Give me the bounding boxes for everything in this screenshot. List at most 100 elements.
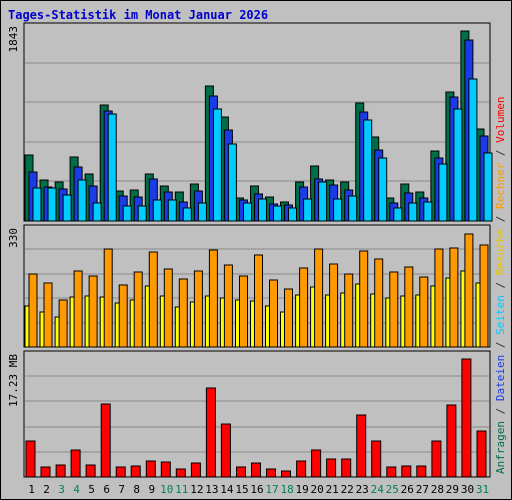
x-tick-label: 16 xyxy=(250,483,263,496)
bar-seiten-day-24 xyxy=(378,157,388,222)
legend-entry: / xyxy=(494,401,507,421)
x-tick-label: 29 xyxy=(446,483,459,496)
bar-rechner-day-30 xyxy=(464,233,474,348)
bar-seiten-day-16 xyxy=(258,198,267,222)
x-tick-label: 4 xyxy=(73,483,80,496)
bar-seiten-day-31 xyxy=(483,152,493,222)
bar-volumen-day-22 xyxy=(341,458,352,478)
bar-volumen-day-3 xyxy=(55,464,66,478)
bar-seiten-day-27 xyxy=(423,201,433,222)
legend-entry: / xyxy=(494,143,507,163)
bar-seiten-day-5 xyxy=(92,202,102,222)
bar-rechner-day-25 xyxy=(389,271,399,348)
legend-entry: Seiten xyxy=(494,295,507,335)
bar-rechner-day-19 xyxy=(299,267,309,348)
x-tick-label: 5 xyxy=(88,483,95,496)
bar-seiten-day-26 xyxy=(408,202,418,222)
x-tick-label: 26 xyxy=(401,483,414,496)
bar-volumen-day-13 xyxy=(205,387,216,478)
bar-rechner-day-11 xyxy=(178,278,188,348)
x-tick-label: 22 xyxy=(341,483,354,496)
x-tick-label: 14 xyxy=(220,483,234,496)
bar-seiten-day-14 xyxy=(227,143,237,222)
x-tick-label: 9 xyxy=(148,483,155,496)
bar-volumen-day-30 xyxy=(461,358,472,478)
bar-rechner-day-10 xyxy=(163,268,173,348)
bar-rechner-day-2 xyxy=(43,282,53,348)
bar-seiten-day-9 xyxy=(152,199,162,222)
bar-rechner-day-6 xyxy=(103,248,113,348)
x-tick-label: 12 xyxy=(190,483,203,496)
panel-volume xyxy=(23,350,491,478)
legend-entry: Dateien xyxy=(494,355,507,401)
x-tick-label: 7 xyxy=(118,483,125,496)
bar-volumen-day-4 xyxy=(70,449,81,478)
bar-seiten-day-22 xyxy=(348,195,358,222)
bar-rechner-day-15 xyxy=(239,275,248,348)
x-tick-label: 24 xyxy=(371,483,385,496)
bar-seiten-day-13 xyxy=(212,108,222,222)
axis-max-label-requests: 1843 xyxy=(7,26,20,53)
bar-volumen-day-11 xyxy=(175,468,186,478)
x-tick-label: 30 xyxy=(461,483,474,496)
bar-seiten-day-23 xyxy=(363,119,373,222)
x-tick-label: 8 xyxy=(133,483,140,496)
bar-volumen-day-7 xyxy=(115,466,126,478)
axis-max-label-visits: 330 xyxy=(7,228,20,248)
legend-entry: / xyxy=(494,275,507,295)
bar-rechner-day-20 xyxy=(314,248,324,348)
bar-rechner-day-12 xyxy=(193,270,203,348)
x-tick-label: 3 xyxy=(58,483,65,496)
bar-rechner-day-1 xyxy=(28,273,38,348)
bar-rechner-day-5 xyxy=(88,275,98,348)
bar-volumen-day-17 xyxy=(266,468,276,478)
bar-seiten-day-30 xyxy=(468,78,478,222)
bar-volumen-day-21 xyxy=(326,458,337,478)
bar-volumen-day-29 xyxy=(446,404,457,478)
bar-rechner-day-14 xyxy=(223,264,233,348)
bar-rechner-day-28 xyxy=(434,248,444,348)
bar-volumen-day-18 xyxy=(281,470,291,478)
bar-seiten-day-10 xyxy=(167,199,177,222)
legend-entry: Besuche xyxy=(494,229,507,275)
bar-seiten-day-25 xyxy=(393,207,403,222)
axis-max-label-volume: 17.23 MB xyxy=(7,354,20,407)
x-tick-label: 31 xyxy=(476,483,489,496)
bar-volumen-day-23 xyxy=(356,414,367,478)
bar-volumen-day-1 xyxy=(25,440,36,478)
legend-entry: / xyxy=(494,209,507,229)
x-tick-label: 2 xyxy=(43,483,50,496)
bar-rechner-day-7 xyxy=(118,284,128,348)
bar-rechner-day-4 xyxy=(73,270,83,348)
bar-seiten-day-29 xyxy=(453,108,463,222)
bar-seiten-day-8 xyxy=(137,205,147,222)
bar-volumen-day-19 xyxy=(296,460,307,478)
x-tick-label: 11 xyxy=(175,483,188,496)
bar-seiten-day-3 xyxy=(62,194,72,222)
bar-volumen-day-24 xyxy=(371,440,382,478)
bar-volumen-day-8 xyxy=(130,465,141,478)
bar-seiten-day-18 xyxy=(288,207,297,222)
series-legend: Anfragen / Dateien / Seiten / Besuche / … xyxy=(494,96,507,474)
bar-volumen-day-20 xyxy=(311,449,322,478)
bar-volumen-day-26 xyxy=(401,465,412,478)
bar-volumen-day-31 xyxy=(476,430,487,478)
bar-rechner-day-13 xyxy=(208,249,218,348)
legend-entry: / xyxy=(494,335,507,355)
bar-rechner-day-22 xyxy=(344,273,354,348)
bar-volumen-day-14 xyxy=(220,423,231,478)
bar-seiten-day-2 xyxy=(47,187,57,222)
bar-rechner-day-16 xyxy=(254,254,263,348)
bar-volumen-day-5 xyxy=(85,464,96,478)
x-tick-label: 15 xyxy=(235,483,248,496)
x-tick-label: 27 xyxy=(416,483,429,496)
x-tick-label: 23 xyxy=(356,483,369,496)
bar-seiten-day-15 xyxy=(243,202,252,222)
bar-volumen-day-28 xyxy=(431,440,442,478)
bar-volumen-day-10 xyxy=(160,461,171,478)
bar-rechner-day-31 xyxy=(479,244,489,348)
chart-title: Tages-Statistik im Monat Januar 2026 xyxy=(8,8,269,22)
bar-rechner-day-23 xyxy=(359,250,369,348)
bar-rechner-day-27 xyxy=(419,276,429,348)
